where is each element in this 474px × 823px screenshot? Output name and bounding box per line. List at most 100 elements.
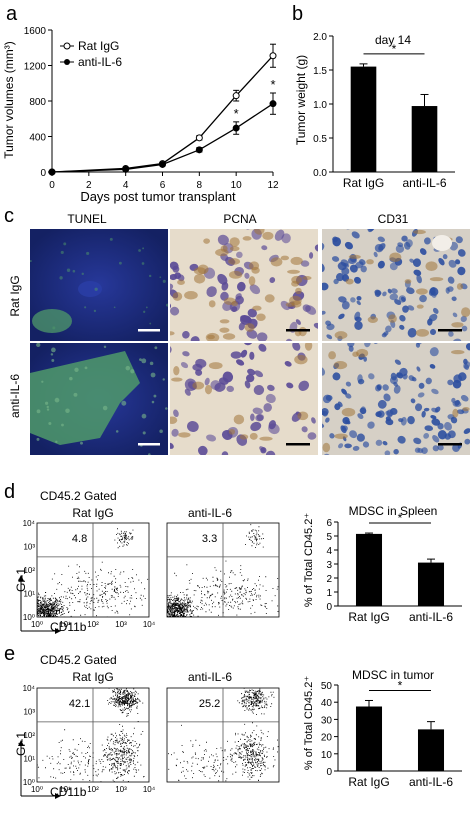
category-label-d-1: anti-IL-6 [409, 610, 453, 624]
x-decade-label-d: 10¹ [59, 620, 71, 629]
flow-panel-spleen: CD45.2 Gated Rat IgG anti-IL-6 Gr-1 CD11… [14, 489, 462, 634]
row-label-anti-il6: anti-IL-6 [8, 374, 22, 418]
quadrant-percent-d-1: 3.3 [202, 533, 217, 545]
column-label-tunel: TUNEL [67, 212, 107, 226]
y-tick-label-d: 2 [326, 574, 332, 585]
scale-bar [138, 329, 160, 332]
x-arrowhead-d [55, 628, 61, 634]
y-tick-label-b: 2.0 [313, 32, 327, 43]
category-label-b-0: Rat IgG [343, 176, 384, 190]
column-label-pcna: PCNA [223, 212, 256, 226]
ihc-image-grid: TUNEL PCNA CD31 Rat IgG anti-IL-6 [8, 212, 470, 455]
flow-plot-d-0: 4.8 [36, 522, 150, 618]
micrograph-cd31-rat-igg [322, 229, 470, 341]
bar-b-0 [350, 66, 377, 172]
data-point-1 [122, 165, 130, 173]
y-tick-label-e: 20 [321, 733, 333, 744]
y-tick-label-d: 5 [326, 532, 332, 543]
y-decade-label-e: 10¹ [23, 755, 35, 764]
bar-d-1 [417, 562, 445, 606]
y-tick-label-a: 1200 [24, 62, 47, 73]
panel-label-e: e [4, 643, 15, 665]
bar-b-1 [411, 106, 438, 172]
micrograph-tunel-rat-igg [30, 229, 168, 341]
category-label-e-1: anti-IL-6 [409, 775, 453, 789]
series-line-0 [51, 55, 274, 173]
x-tick-label-a: 0 [49, 180, 55, 191]
y-tick-label-d: 3 [326, 560, 332, 571]
flow-title-d-2: anti-IL-6 [188, 506, 232, 520]
y-axis-label-d: % of Total CD45.2⁺ [303, 513, 315, 607]
category-label-b-1: anti-IL-6 [402, 176, 446, 190]
tumor-weight-bar-chart: Tumor weight (g) day 14 0.0 0.5 1.0 1.5 2.0 R… [294, 32, 455, 190]
data-point-0 [269, 52, 277, 60]
panel-label-a: a [6, 3, 18, 25]
data-point-1 [269, 100, 277, 108]
row-label-rat-igg: Rat IgG [8, 275, 22, 316]
y-tick-label-b: 0.5 [313, 134, 327, 145]
bar-e-1 [417, 729, 445, 771]
event-dots [167, 524, 279, 617]
quadrant-percent-e-1: 25.2 [199, 698, 220, 710]
flow-plot-d-1: 3.3 [166, 522, 280, 618]
x-decade-label-e: 10² [87, 785, 99, 794]
legend-marker-rat-igg [63, 42, 71, 50]
bar-d-0 [355, 533, 383, 606]
micrograph-pcna-rat-igg [170, 229, 318, 341]
x-decade-label-d: 10⁰ [31, 620, 43, 629]
y-decade-label-e: 10³ [23, 708, 35, 717]
micrograph-pcna-anti-il6 [170, 343, 318, 455]
x-decade-label-e: 10⁴ [143, 785, 156, 794]
significance-star-b: * [392, 42, 397, 56]
events [168, 688, 279, 782]
y-tick-label-e: 50 [321, 681, 333, 692]
y-tick-label-d: 6 [326, 518, 332, 529]
y-tick-label-e: 0 [326, 767, 332, 778]
x-decade-label-d: 10³ [115, 620, 127, 629]
scale-bar [286, 443, 310, 446]
chart-title-e: MDSC in tumor [352, 668, 434, 682]
y-decade-label-d: 10⁴ [23, 519, 36, 528]
significance-star-d: * [398, 511, 403, 525]
series-line-1 [51, 103, 274, 173]
significance-star-e: * [398, 678, 403, 692]
quadrant-percent-e-0: 42.1 [69, 698, 90, 710]
y-arrowhead-d [18, 575, 24, 581]
y-tick-label-d: 4 [326, 546, 332, 557]
x-decade-label-e: 10³ [115, 785, 127, 794]
flow-title-d-1: Rat IgG [72, 506, 113, 520]
flow-plot-e-0: 42.1 [36, 687, 150, 783]
micrograph-cd31-anti-il6 [322, 343, 470, 455]
y-tick-label-a: 1600 [24, 26, 47, 37]
events [167, 524, 279, 617]
y-decade-label-d: 10² [23, 566, 35, 575]
y-tick-label-e: 40 [321, 698, 333, 709]
x-tick-label-a: 2 [86, 180, 92, 191]
data-point-0 [232, 92, 240, 100]
y-axis-label-e: % of Total CD45.2⁺ [303, 676, 315, 770]
micrograph-tunel-anti-il6 [30, 343, 168, 455]
column-label-cd31: CD31 [378, 212, 409, 226]
y-axis-label-a: Tumor volumes (mm³) [2, 41, 16, 159]
gate-label-e: CD45.2 Gated [40, 653, 117, 667]
data-point-1 [159, 160, 166, 168]
y-arrowhead-e [18, 740, 24, 746]
significance-star-a: * [270, 77, 275, 92]
x-tick-label-a: 4 [123, 180, 129, 191]
event-dots [37, 528, 149, 617]
data-point-1 [48, 168, 56, 176]
x-tick-label-a: 6 [160, 180, 166, 191]
data-point-1 [232, 124, 240, 132]
panel-label-c: c [4, 205, 14, 227]
category-label-d-0: Rat IgG [348, 610, 389, 624]
x-decade-label-e: 10⁰ [31, 785, 43, 794]
y-tick-label-e: 30 [321, 715, 333, 726]
y-tick-label-a: 800 [29, 97, 46, 108]
y-tick-label-a: 400 [29, 133, 46, 144]
legend-label-rat-igg: Rat IgG [78, 39, 119, 53]
flow-title-e-1: Rat IgG [72, 670, 113, 684]
y-decade-label-d: 10³ [23, 543, 35, 552]
y-tick-label-d: 0 [326, 602, 332, 613]
